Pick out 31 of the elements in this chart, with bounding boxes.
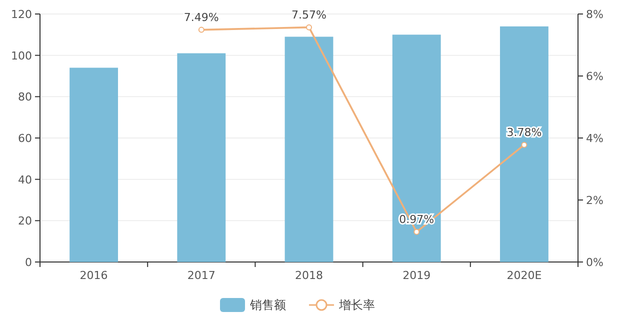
y-tick-label: 120 (11, 8, 32, 21)
y-tick-label: 60 (18, 132, 32, 145)
bar (177, 53, 226, 262)
x-tick-label: 2019 (402, 269, 431, 282)
y-tick-label: 0 (25, 256, 32, 269)
y2-tick-label: 4% (586, 132, 604, 145)
point (198, 26, 204, 33)
data-label: 7.49% (184, 10, 219, 24)
legend-label: 增长率 (338, 298, 375, 312)
bar (500, 26, 548, 262)
data-label: 7.57% (292, 8, 326, 22)
y-tick-label: 40 (18, 173, 32, 186)
y-tick-label: 20 (18, 214, 32, 228)
legend-label: 销售额 (249, 298, 286, 312)
bar (70, 68, 118, 262)
bar (392, 34, 441, 262)
y2-tick-label: 0% (586, 256, 604, 269)
y2-tick-label: 2% (586, 194, 604, 207)
y-tick-label: 80 (18, 90, 32, 104)
x-tick-label: 2016 (80, 269, 108, 282)
point (306, 24, 312, 30)
y-tick-label: 100 (11, 49, 32, 62)
point (414, 228, 420, 235)
x-tick-label: 2017 (187, 269, 216, 282)
y2-tick-label: 8% (586, 8, 604, 21)
x-tick-label: 2018 (295, 269, 323, 282)
point (521, 142, 528, 148)
y2-tick-label: 6% (586, 70, 604, 83)
data-label: 3.78% (506, 126, 542, 139)
x-tick-label: 2020E (506, 269, 542, 282)
bar (284, 36, 334, 262)
